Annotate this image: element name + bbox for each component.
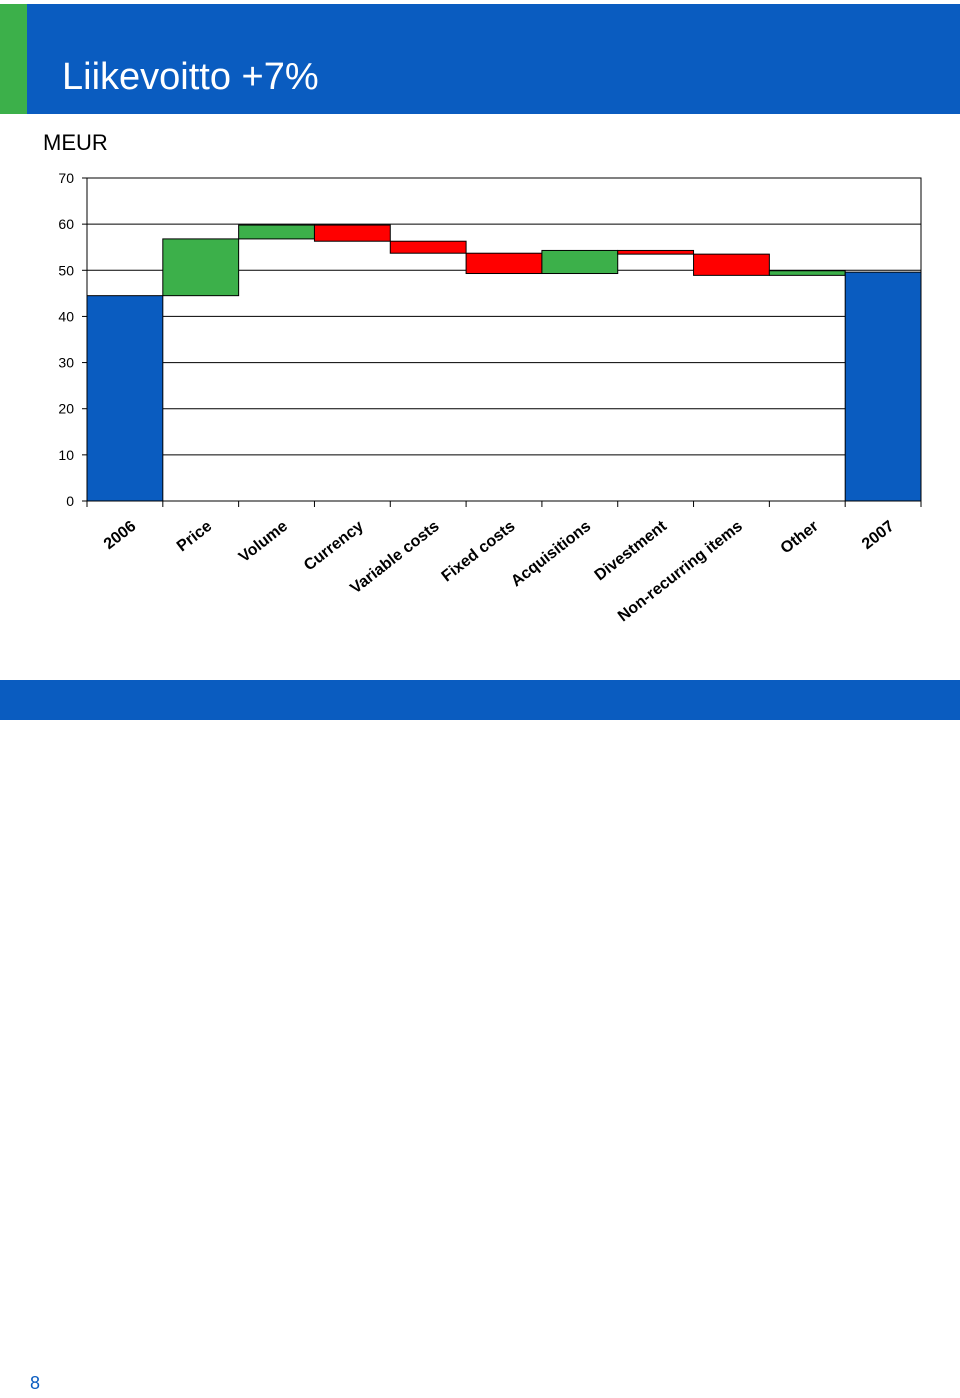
page-number-box: 8: [10, 1368, 60, 1398]
y-tick-label: 70: [58, 170, 74, 186]
header-band: Liikevoitto +7%: [0, 0, 960, 116]
footer-bar: 8 kemira: [0, 680, 960, 1398]
bar-non-recurring-items: [693, 253, 770, 276]
x-category-label: 2007: [859, 518, 898, 553]
x-category-label: Non-recurring items: [615, 518, 746, 626]
bar-2006: [86, 295, 164, 502]
x-category-label: Divestment: [592, 517, 671, 584]
bar-2007: [844, 271, 922, 502]
y-tick-label: 20: [58, 401, 74, 417]
x-category-label: Currency: [301, 518, 367, 575]
plot-frame: [86, 177, 922, 502]
header-green-stripe: [0, 4, 27, 114]
y-tick-label: 30: [58, 355, 74, 371]
y-tick-label: 60: [58, 216, 74, 232]
page-number: 8: [29, 1372, 40, 1393]
bar-other: [768, 270, 846, 276]
bar-fixed-costs: [465, 252, 543, 275]
x-category-label: Volume: [236, 518, 291, 566]
header-blue-panel: [27, 4, 960, 114]
y-tick-label: 0: [66, 493, 74, 509]
unit-label: MEUR: [43, 130, 108, 155]
bar-volume: [238, 224, 315, 240]
x-category-label: Acquisitions: [508, 518, 594, 591]
bar-price: [162, 238, 240, 297]
bar-acquisitions: [541, 249, 619, 275]
bar-variable-costs: [389, 240, 467, 254]
y-tick-label: 40: [58, 308, 74, 324]
slide-title: Liikevoitto +7%: [62, 56, 319, 98]
y-tick-label: 10: [58, 447, 74, 463]
kemira-logo: kemira: [827, 1362, 930, 1395]
x-category-label: Other: [778, 518, 822, 558]
x-category-label: Fixed costs: [439, 518, 519, 586]
x-category-label: Price: [174, 518, 215, 556]
y-tick-label: 50: [58, 262, 74, 278]
bar-currency: [313, 224, 391, 242]
bar-divestment: [617, 249, 695, 255]
x-category-label: 2006: [101, 518, 140, 553]
